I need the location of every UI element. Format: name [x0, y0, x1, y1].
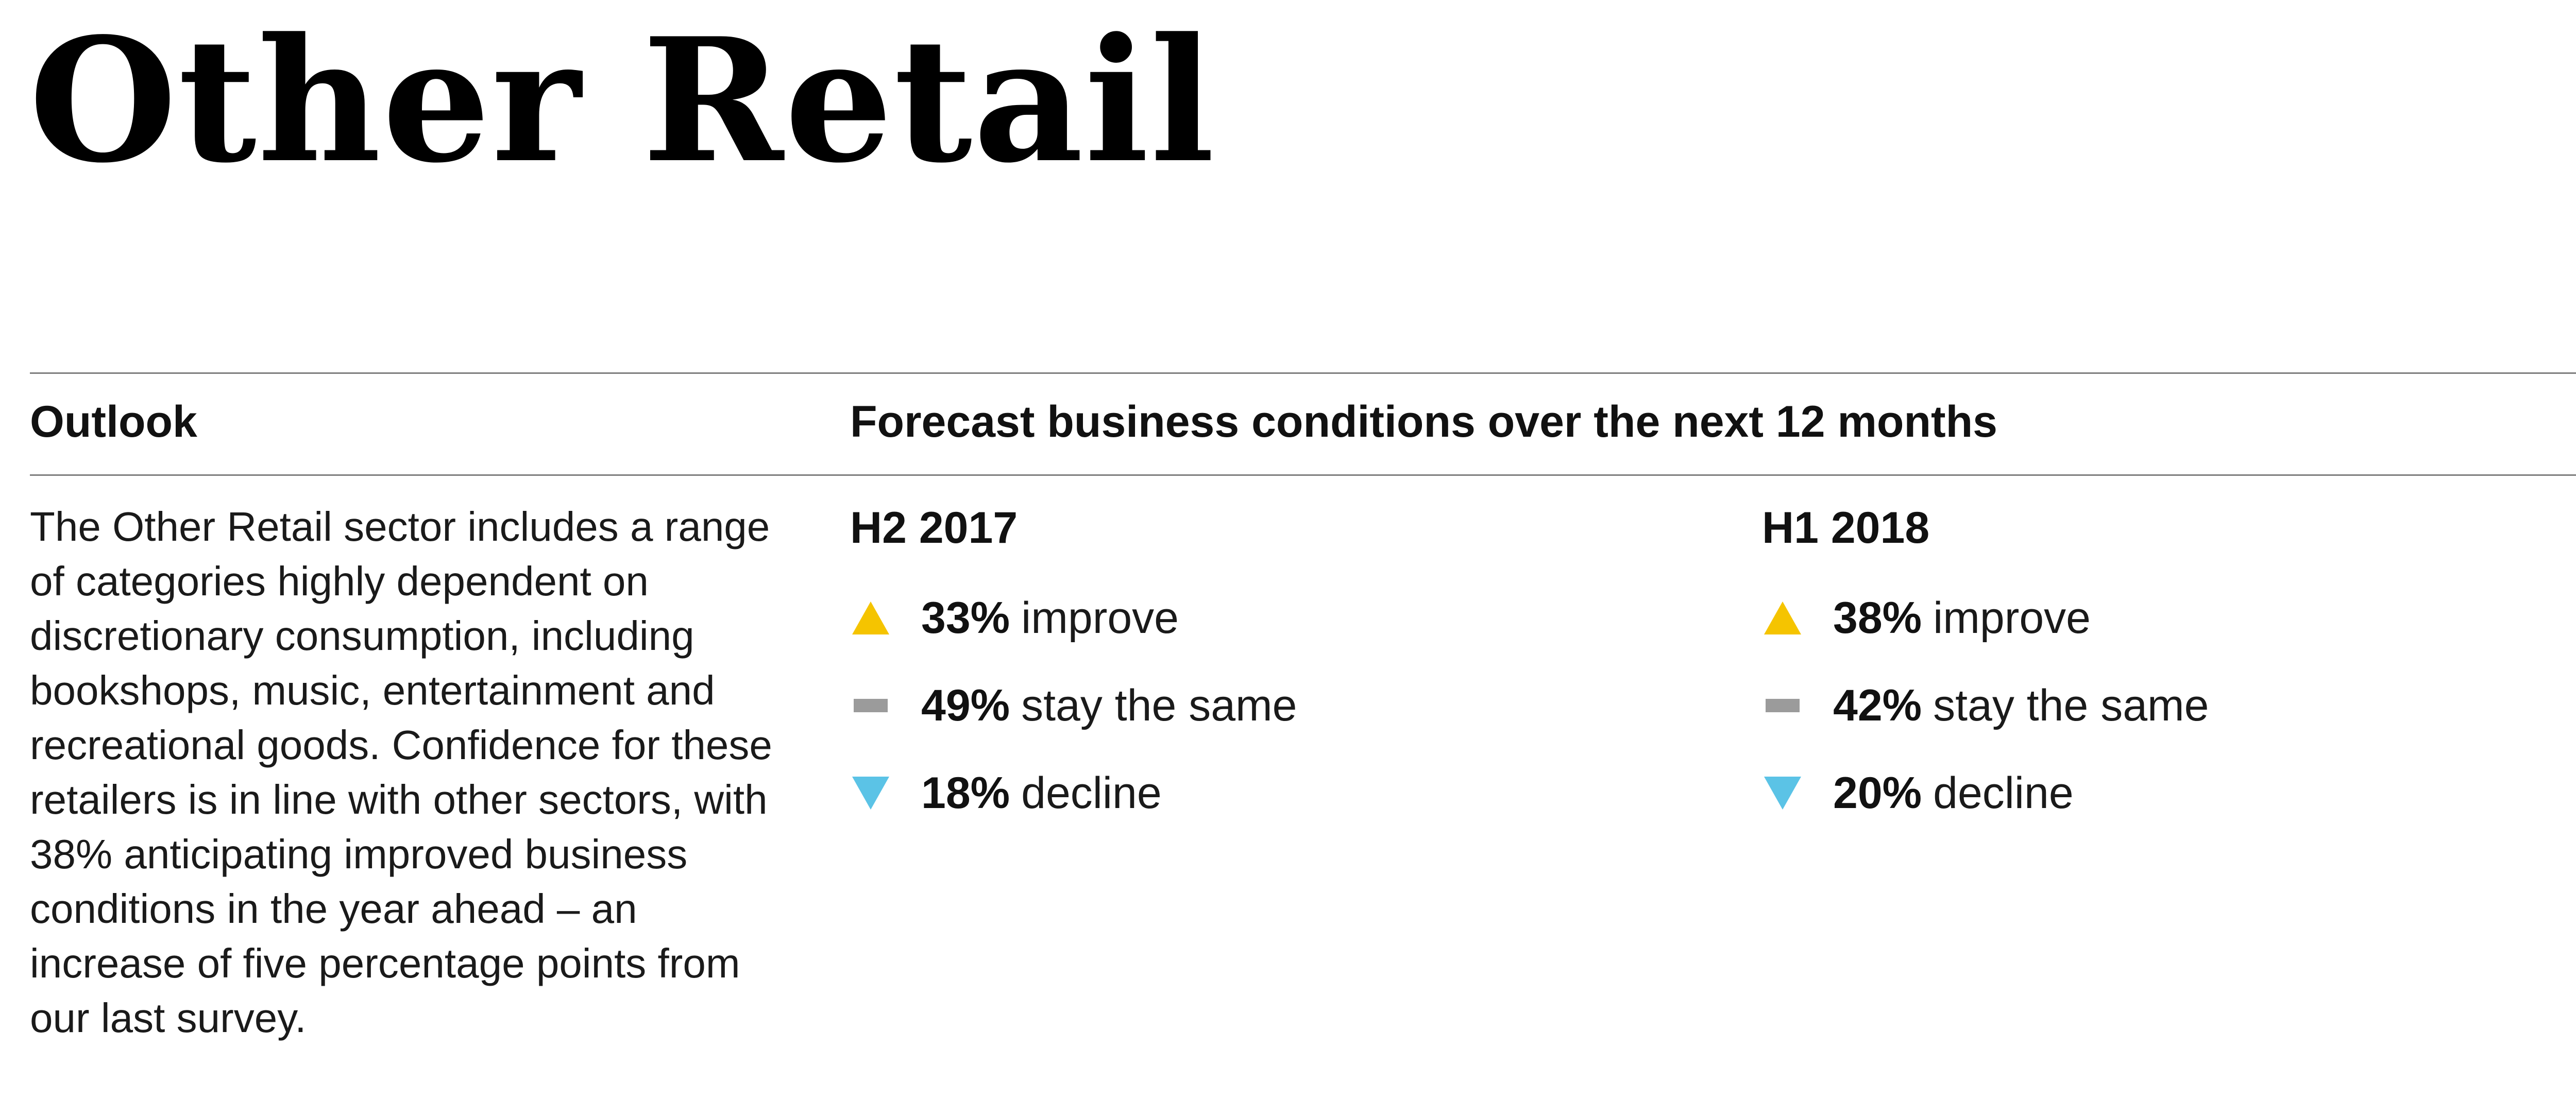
- stat-value: 49%: [921, 681, 1010, 730]
- dash-icon: [850, 685, 891, 726]
- stat-row-same: 49% stay the same: [850, 662, 1623, 749]
- stat-value: 18%: [921, 768, 1010, 818]
- stat-value: 33%: [921, 593, 1010, 643]
- stat-row-same: 42% stay the same: [1762, 662, 2535, 749]
- period-label: H2 2017: [850, 503, 1018, 553]
- stat-label: decline: [1933, 768, 2074, 818]
- outlook-heading: Outlook: [30, 397, 197, 447]
- stat-row-improve: 38% improve: [1762, 574, 2535, 662]
- stat-value: 20%: [1833, 768, 1922, 818]
- triangle-up-icon: [1762, 597, 1803, 639]
- triangle-down-icon: [1762, 772, 1803, 814]
- dash-icon: [1762, 685, 1803, 726]
- top-divider: [30, 372, 2576, 374]
- stat-label: stay the same: [1933, 681, 2209, 730]
- page-title: Other Retail: [29, 1, 1216, 200]
- triangle-down-icon: [850, 772, 891, 814]
- forecast-heading: Forecast business conditions over the ne…: [850, 397, 1997, 447]
- stat-label: improve: [1933, 593, 2091, 643]
- header-divider: [30, 474, 2576, 476]
- period-h1-2018: H1 2018 38% improve 42% stay the same 20% d…: [1762, 497, 2535, 837]
- period-label: H1 2018: [1762, 503, 1930, 553]
- outlook-paragraph: The Other Retail sector includes a range…: [30, 504, 772, 1041]
- stat-label: improve: [1021, 593, 1179, 643]
- period-h2-2017: H2 2017 33% improve 49% stay the same 18% d…: [850, 497, 1623, 837]
- stat-row-decline: 18% decline: [850, 749, 1623, 837]
- stat-row-decline: 20% decline: [1762, 749, 2535, 837]
- stat-label: stay the same: [1021, 681, 1297, 730]
- stat-row-improve: 33% improve: [850, 574, 1623, 662]
- triangle-up-icon: [850, 597, 891, 639]
- stat-value: 42%: [1833, 681, 1922, 730]
- stat-value: 38%: [1833, 593, 1922, 643]
- stat-label: decline: [1021, 768, 1162, 818]
